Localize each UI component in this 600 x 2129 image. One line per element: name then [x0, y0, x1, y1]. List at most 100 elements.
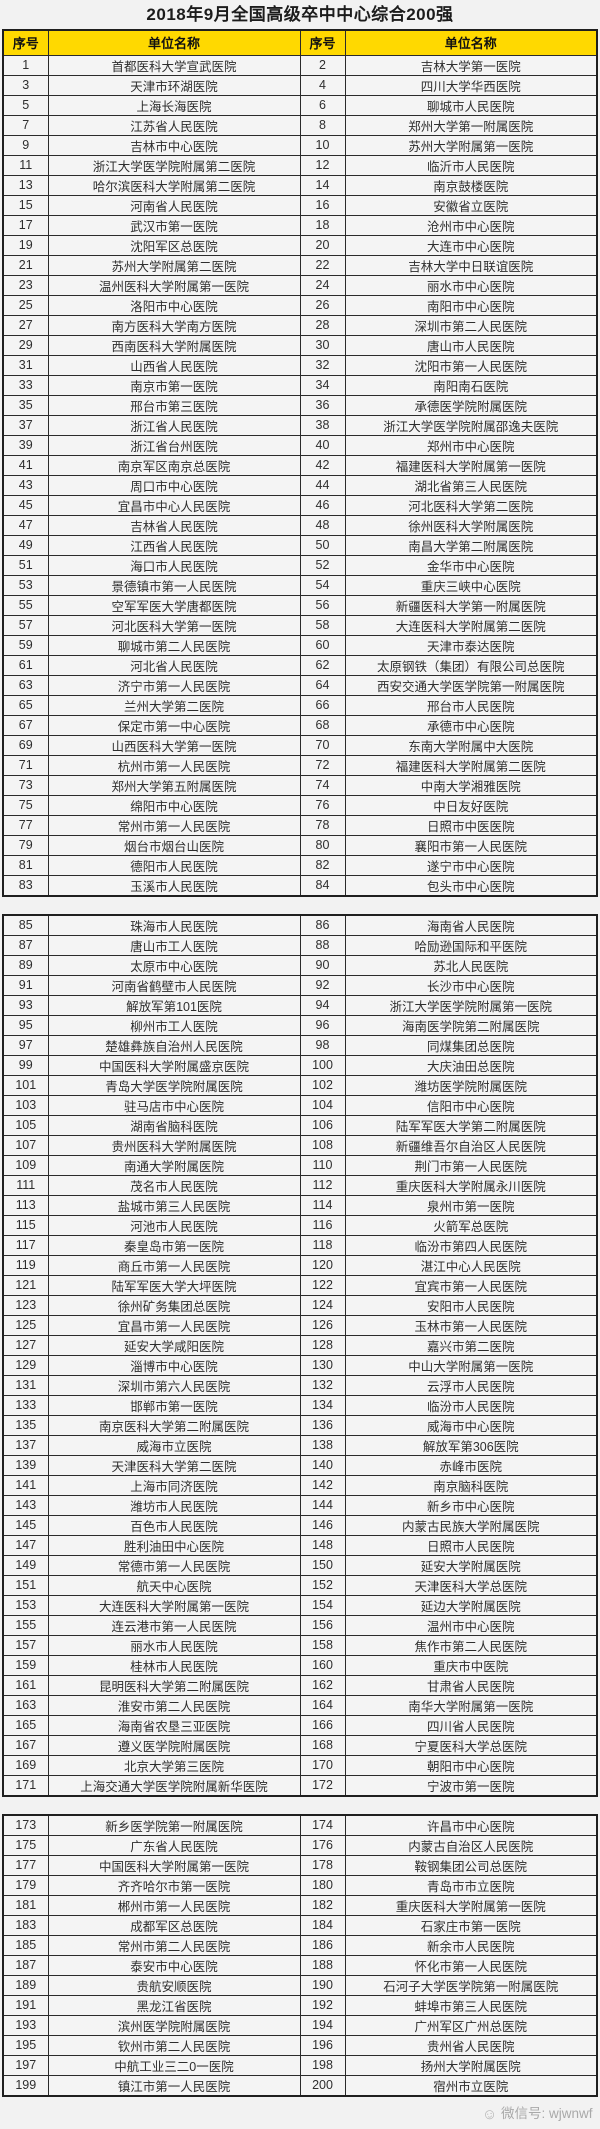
rank-cell: 17	[2, 214, 49, 236]
table-row: 197 中航工业三二0一医院 198 扬州大学附属医院	[2, 2054, 598, 2076]
table-row: 143 潍坊市人民医院 144 新乡市中心医院	[2, 1494, 598, 1516]
hospital-name-cell: 延边大学附属医院	[344, 1594, 598, 1616]
rank-cell: 67	[2, 714, 49, 736]
table-row: 47 吉林省人民医院 48 徐州医科大学附属医院	[2, 514, 598, 536]
rank-cell: 79	[2, 834, 49, 856]
rank-cell: 198	[299, 2054, 346, 2076]
hospital-name-cell: 哈励逊国际和平医院	[344, 934, 598, 956]
table-row: 195 钦州市第二人民医院 196 贵州省人民医院	[2, 2034, 598, 2056]
rank-cell: 160	[299, 1654, 346, 1676]
rank-cell: 104	[299, 1094, 346, 1116]
hospital-name-cell: 大庆油田总医院	[344, 1054, 598, 1076]
hospital-name-cell: 四川大学华西医院	[344, 74, 598, 96]
rank-cell: 195	[2, 2034, 49, 2056]
table-row: 5 上海长海医院 6 聊城市人民医院	[2, 94, 598, 116]
hospital-name-cell: 百色市人民医院	[47, 1514, 301, 1536]
hospital-name-cell: 南阳市中心医院	[344, 294, 598, 316]
rank-cell: 192	[299, 1994, 346, 2016]
rank-cell: 163	[2, 1694, 49, 1716]
hospital-name-cell: 广东省人民医院	[47, 1834, 301, 1856]
hospital-name-cell: 云浮市人民医院	[344, 1374, 598, 1396]
hospital-name-cell: 成都军区总医院	[47, 1914, 301, 1936]
table-row: 129 淄博市中心医院 130 中山大学附属第一医院	[2, 1354, 598, 1376]
rank-cell: 118	[299, 1234, 346, 1256]
table-row: 161 昆明医科大学第二附属医院 162 甘肃省人民医院	[2, 1674, 598, 1696]
hospital-name-cell: 南京医科大学第二附属医院	[47, 1414, 301, 1436]
rank-cell: 16	[299, 194, 346, 216]
rank-cell: 35	[2, 394, 49, 416]
rank-cell: 80	[299, 834, 346, 856]
table-row: 65 兰州大学第二医院 66 邢台市人民医院	[2, 694, 598, 716]
table-row: 125 宜昌市第一人民医院 126 玉林市第一人民医院	[2, 1314, 598, 1336]
hospital-name-cell: 湖北省第三人民医院	[344, 474, 598, 496]
hospital-name-cell: 南昌大学第二附属医院	[344, 534, 598, 556]
hospital-name-cell: 保定市第一中心医院	[47, 714, 301, 736]
rank-cell: 31	[2, 354, 49, 376]
hospital-name-cell: 同煤集团总医院	[344, 1034, 598, 1056]
hospital-name-cell: 新乡市中心医院	[344, 1494, 598, 1516]
rank-cell: 3	[2, 74, 49, 96]
table-row: 121 陆军军医大学大坪医院 122 宜宾市第一人民医院	[2, 1274, 598, 1296]
hospital-name-cell: 常州市第一人民医院	[47, 814, 301, 836]
table-row: 75 绵阳市中心医院 76 中日友好医院	[2, 794, 598, 816]
rank-cell: 10	[299, 134, 346, 156]
table-row: 11 浙江大学医学院附属第二医院 12 临沂市人民医院	[2, 154, 598, 176]
rank-cell: 92	[299, 974, 346, 996]
table-row: 39 浙江省台州医院 40 郑州市中心医院	[2, 434, 598, 456]
rank-cell: 59	[2, 634, 49, 656]
table-row: 141 上海市同济医院 142 南京脑科医院	[2, 1474, 598, 1496]
rank-cell: 96	[299, 1014, 346, 1036]
rank-cell: 77	[2, 814, 49, 836]
hospital-name-cell: 茂名市人民医院	[47, 1174, 301, 1196]
rank-cell: 126	[299, 1314, 346, 1336]
table-row: 69 山西医科大学第一医院 70 东南大学附属中大医院	[2, 734, 598, 756]
table-row: 93 解放军第101医院 94 浙江大学医学院附属第一医院	[2, 994, 598, 1016]
rank-cell: 153	[2, 1594, 49, 1616]
rank-cell: 130	[299, 1354, 346, 1376]
rank-cell: 32	[299, 354, 346, 376]
hospital-name-cell: 山西医科大学第一医院	[47, 734, 301, 756]
rank-cell: 86	[299, 914, 346, 936]
hospital-name-cell: 北京大学第三医院	[47, 1754, 301, 1776]
hospital-name-cell: 南阳南石医院	[344, 374, 598, 396]
rank-cell: 65	[2, 694, 49, 716]
hospital-name-cell: 海南省农垦三亚医院	[47, 1714, 301, 1736]
hospital-name-cell: 德阳市人民医院	[47, 854, 301, 876]
hospital-name-cell: 重庆三峡中心医院	[344, 574, 598, 596]
hospital-name-cell: 中国医科大学附属第一医院	[47, 1854, 301, 1876]
hospital-name-cell: 临汾市人民医院	[344, 1394, 598, 1416]
rank-cell: 43	[2, 474, 49, 496]
rank-cell: 125	[2, 1314, 49, 1336]
table-row: 35 邢台市第三医院 36 承德医学院附属医院	[2, 394, 598, 416]
hospital-name-cell: 太原钢铁（集团）有限公司总医院	[344, 654, 598, 676]
table-row: 45 宜昌市中心人民医院 46 河北医科大学第二医院	[2, 494, 598, 516]
hospital-name-cell: 哈尔滨医科大学附属第二医院	[47, 174, 301, 196]
rank-cell: 200	[299, 2074, 346, 2096]
rank-cell: 187	[2, 1954, 49, 1976]
hospital-name-cell: 重庆市中医院	[344, 1654, 598, 1676]
hospital-name-cell: 威海市立医院	[47, 1434, 301, 1456]
table-row: 53 景德镇市第一人民医院 54 重庆三峡中心医院	[2, 574, 598, 596]
rank-cell: 71	[2, 754, 49, 776]
hospital-name-cell: 海南医学院第二附属医院	[344, 1014, 598, 1036]
hospital-name-cell: 新疆医科大学第一附属医院	[344, 594, 598, 616]
hospital-name-cell: 江苏省人民医院	[47, 114, 301, 136]
table-row: 57 河北医科大学第一医院 58 大连医科大学附属第二医院	[2, 614, 598, 636]
rank-cell: 7	[2, 114, 49, 136]
rank-cell: 147	[2, 1534, 49, 1556]
rank-cell: 150	[299, 1554, 346, 1576]
hospital-name-cell: 淮安市第二人民医院	[47, 1694, 301, 1716]
rank-cell: 197	[2, 2054, 49, 2076]
rank-cell: 22	[299, 254, 346, 276]
hospital-name-cell: 唐山市人民医院	[344, 334, 598, 356]
hospital-name-cell: 怀化市第一人民医院	[344, 1954, 598, 1976]
table-row: 59 聊城市第二人民医院 60 天津市泰达医院	[2, 634, 598, 656]
rank-cell: 23	[2, 274, 49, 296]
hospital-name-cell: 航天中心医院	[47, 1574, 301, 1596]
rank-cell: 26	[299, 294, 346, 316]
hospital-name-cell: 泰安市中心医院	[47, 1954, 301, 1976]
rank-cell: 158	[299, 1634, 346, 1656]
rank-cell: 148	[299, 1534, 346, 1556]
table-row: 55 空军军医大学唐都医院 56 新疆医科大学第一附属医院	[2, 594, 598, 616]
table-row: 163 淮安市第二人民医院 164 南华大学附属第一医院	[2, 1694, 598, 1716]
